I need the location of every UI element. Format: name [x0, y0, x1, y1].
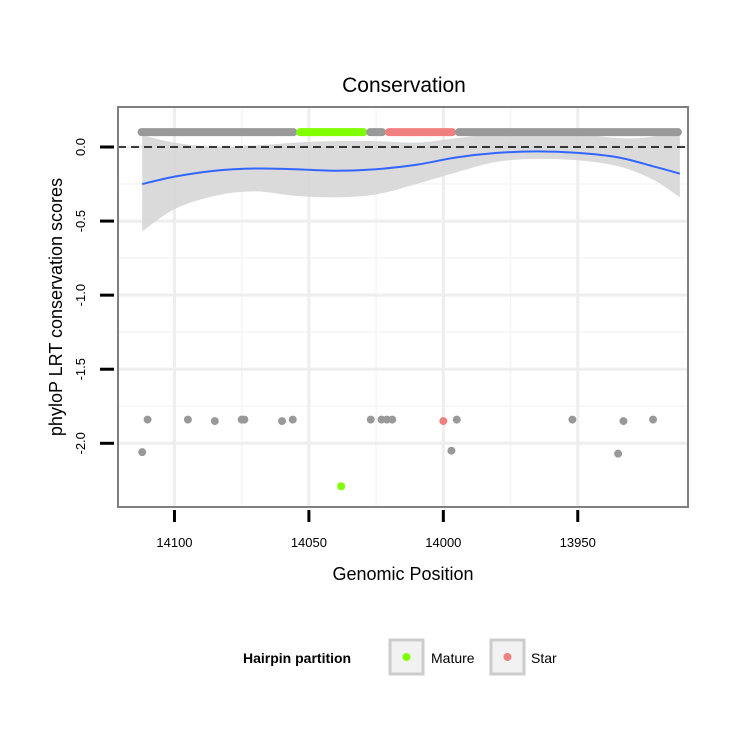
band-segment-other [366, 128, 386, 136]
band-segment-other [138, 128, 298, 136]
point-other [388, 416, 396, 424]
legend-item-star: Star [491, 640, 557, 674]
y-axis-title: phyloP LRT conservation scores [46, 178, 66, 436]
point-other [138, 448, 146, 456]
x-tick-label: 14000 [425, 535, 461, 550]
point-star [439, 417, 447, 425]
legend-item-mature: Mature [390, 640, 475, 674]
legend-label-mature: Mature [431, 650, 475, 666]
point-other [240, 416, 248, 424]
y-tick-label: -0.5 [73, 210, 88, 232]
point-other [453, 416, 461, 424]
point-other [619, 417, 627, 425]
x-tick-label: 13950 [560, 535, 596, 550]
y-tick-label: -1.0 [73, 284, 88, 306]
point-other [289, 416, 297, 424]
legend-key-star [504, 653, 512, 661]
legend-key-mature [403, 653, 411, 661]
point-other [144, 416, 152, 424]
point-other [447, 447, 455, 455]
chart-title: Conservation [342, 74, 466, 97]
point-other [614, 450, 622, 458]
band-segment-other [455, 128, 682, 136]
x-axis-title: Genomic Position [332, 564, 473, 584]
x-tick-label: 14050 [291, 535, 327, 550]
point-other [367, 416, 375, 424]
point-other [184, 416, 192, 424]
legend-label-star: Star [531, 650, 557, 666]
y-tick-label: -1.5 [73, 358, 88, 380]
point-other [649, 416, 657, 424]
point-mature [337, 482, 345, 490]
legend-title: Hairpin partition [243, 650, 351, 666]
point-other [211, 417, 219, 425]
y-tick-label: 0.0 [73, 138, 88, 156]
point-other [278, 417, 286, 425]
band-segment-star [385, 128, 456, 136]
point-other [568, 416, 576, 424]
band-segment-mature [296, 128, 367, 136]
legend: Hairpin partition Mature Star [243, 640, 557, 674]
conservation-chart: Conservation 14100 14050 14000 13950 0.0 -0.… [0, 0, 750, 750]
x-tick-label: 14100 [156, 535, 192, 550]
y-tick-label: -2.0 [73, 432, 88, 454]
